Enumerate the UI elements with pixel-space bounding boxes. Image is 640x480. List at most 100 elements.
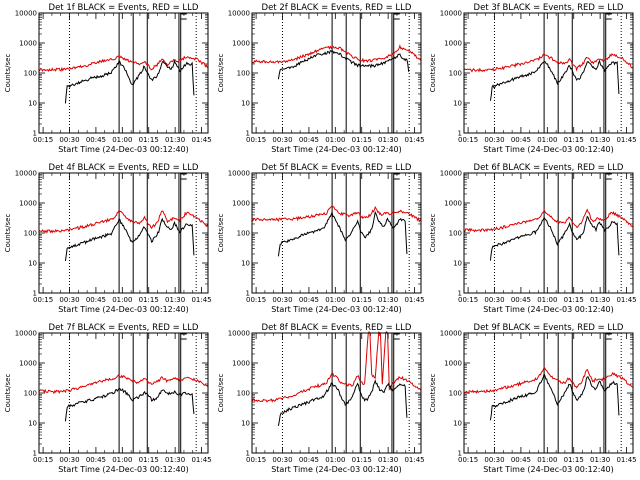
lld-series-line	[463, 208, 634, 233]
events-series-line	[277, 50, 410, 80]
chart-title: Det 4f BLACK = Events, RED = LLD	[49, 163, 199, 173]
y-tick-label: 10000	[440, 330, 462, 338]
x-tick-label: 00:45	[511, 136, 531, 144]
x-axis-label: Start Time (24-Dec-03 00:12:40)	[58, 465, 189, 474]
x-tick-label: 01:00	[325, 456, 345, 464]
y-tick-label: 1	[33, 130, 37, 138]
x-tick-label: 00:45	[86, 296, 106, 304]
events-series-line	[489, 372, 620, 421]
chart-panel-5: Det 5f BLACK = Events, RED = LLD Counts/s…	[217, 163, 425, 314]
lld-series-line	[251, 204, 422, 223]
x-tick-label: 00:15	[458, 456, 478, 464]
chart-panel-3: Det 3f BLACK = Events, RED = LLD Counts/s…	[429, 3, 637, 154]
y-axis-label: Counts/sec	[429, 374, 437, 413]
y-axis-label: Counts/sec	[217, 54, 225, 93]
x-tick-label: 01:00	[112, 296, 132, 304]
y-tick-label: 10	[28, 260, 37, 268]
plot-frame	[38, 12, 209, 134]
x-tick-label: 00:15	[458, 296, 478, 304]
x-tick-label: 01:45	[616, 136, 636, 144]
y-tick-label: 10000	[15, 10, 37, 18]
plot-frame	[251, 172, 422, 294]
lld-series-line	[38, 374, 209, 395]
y-tick-label: 100	[449, 70, 462, 78]
y-tick-label: 1	[33, 450, 37, 458]
chart-title: Det 1f BLACK = Events, RED = LLD	[49, 3, 199, 13]
lld-series-line	[463, 53, 634, 73]
lld-series-line	[251, 44, 422, 64]
chart-title: Det 2f BLACK = Events, RED = LLD	[262, 3, 412, 13]
y-tick-label: 10	[453, 420, 462, 428]
y-tick-label: 100	[449, 390, 462, 398]
plot-frame	[251, 12, 422, 134]
x-tick-label: 01:15	[139, 296, 159, 304]
y-axis-label: Counts/sec	[217, 374, 225, 413]
plot-frame	[38, 172, 209, 294]
y-tick-label: 10000	[228, 170, 250, 178]
y-tick-label: 10000	[228, 330, 250, 338]
y-tick-label: 1	[458, 450, 462, 458]
x-axis-label: Start Time (24-Dec-03 00:12:40)	[483, 145, 614, 154]
y-tick-label: 1	[33, 290, 37, 298]
x-tick-label: 00:30	[484, 456, 504, 464]
events-series-line	[277, 210, 408, 257]
plot-frame	[463, 172, 634, 294]
x-tick-label: 01:30	[590, 296, 610, 304]
x-tick-label: 01:15	[139, 456, 159, 464]
chart-panel-6: Det 6f BLACK = Events, RED = LLD Counts/s…	[429, 163, 637, 314]
bracket-marker	[180, 13, 187, 133]
y-tick-label: 1	[458, 290, 462, 298]
chart-panel-1: Det 1f BLACK = Events, RED = LLD Counts/s…	[4, 3, 212, 154]
x-tick-label: 01:45	[191, 296, 211, 304]
y-axis-label: Counts/sec	[4, 54, 12, 93]
events-series-line	[64, 59, 195, 104]
plot-frame	[463, 12, 634, 134]
chart-panel-9: Det 9f BLACK = Events, RED = LLD Counts/s…	[429, 323, 637, 474]
y-tick-label: 100	[449, 230, 462, 238]
x-tick-label: 01:30	[165, 296, 185, 304]
y-tick-label: 1	[246, 130, 250, 138]
bracket-marker	[605, 13, 612, 133]
chart-title: Det 7f BLACK = Events, RED = LLD	[49, 323, 199, 333]
bracket-marker	[180, 333, 187, 453]
chart-title: Det 8f BLACK = Events, RED = LLD	[262, 323, 412, 333]
x-tick-label: 00:15	[33, 136, 53, 144]
y-axis-label: Counts/sec	[4, 214, 12, 253]
y-tick-label: 10	[453, 100, 462, 108]
y-tick-label: 100	[24, 230, 37, 238]
x-tick-label: 01:45	[191, 136, 211, 144]
y-axis-label: Counts/sec	[429, 54, 437, 93]
y-tick-label: 100	[24, 390, 37, 398]
x-tick-label: 01:45	[404, 296, 424, 304]
events-series-line	[64, 387, 195, 422]
x-tick-label: 01:15	[139, 136, 159, 144]
x-tick-label: 01:30	[165, 456, 185, 464]
x-tick-label: 01:00	[537, 456, 557, 464]
y-tick-label: 1000	[232, 200, 250, 208]
x-tick-label: 00:45	[299, 136, 319, 144]
x-tick-label: 00:30	[272, 456, 292, 464]
chart-title: Det 5f BLACK = Events, RED = LLD	[262, 163, 412, 173]
y-axis-label: Counts/sec	[429, 214, 437, 253]
x-tick-label: 00:30	[59, 136, 79, 144]
y-tick-label: 1000	[444, 40, 462, 48]
plot-frame	[251, 332, 422, 454]
x-tick-label: 01:30	[165, 136, 185, 144]
bracket-marker	[393, 173, 400, 293]
x-axis-label: Start Time (24-Dec-03 00:12:40)	[58, 305, 189, 314]
y-axis-label: Counts/sec	[217, 214, 225, 253]
y-tick-label: 10	[28, 420, 37, 428]
x-tick-label: 01:30	[378, 456, 398, 464]
x-tick-label: 00:30	[59, 296, 79, 304]
x-tick-label: 00:15	[33, 456, 53, 464]
x-tick-label: 01:00	[325, 296, 345, 304]
x-tick-label: 01:45	[616, 296, 636, 304]
x-tick-label: 01:45	[616, 456, 636, 464]
y-tick-label: 10	[241, 100, 250, 108]
y-tick-label: 1	[246, 450, 250, 458]
plot-frame	[38, 332, 209, 454]
x-tick-label: 01:45	[404, 456, 424, 464]
x-tick-label: 01:30	[590, 456, 610, 464]
y-tick-label: 100	[237, 230, 250, 238]
